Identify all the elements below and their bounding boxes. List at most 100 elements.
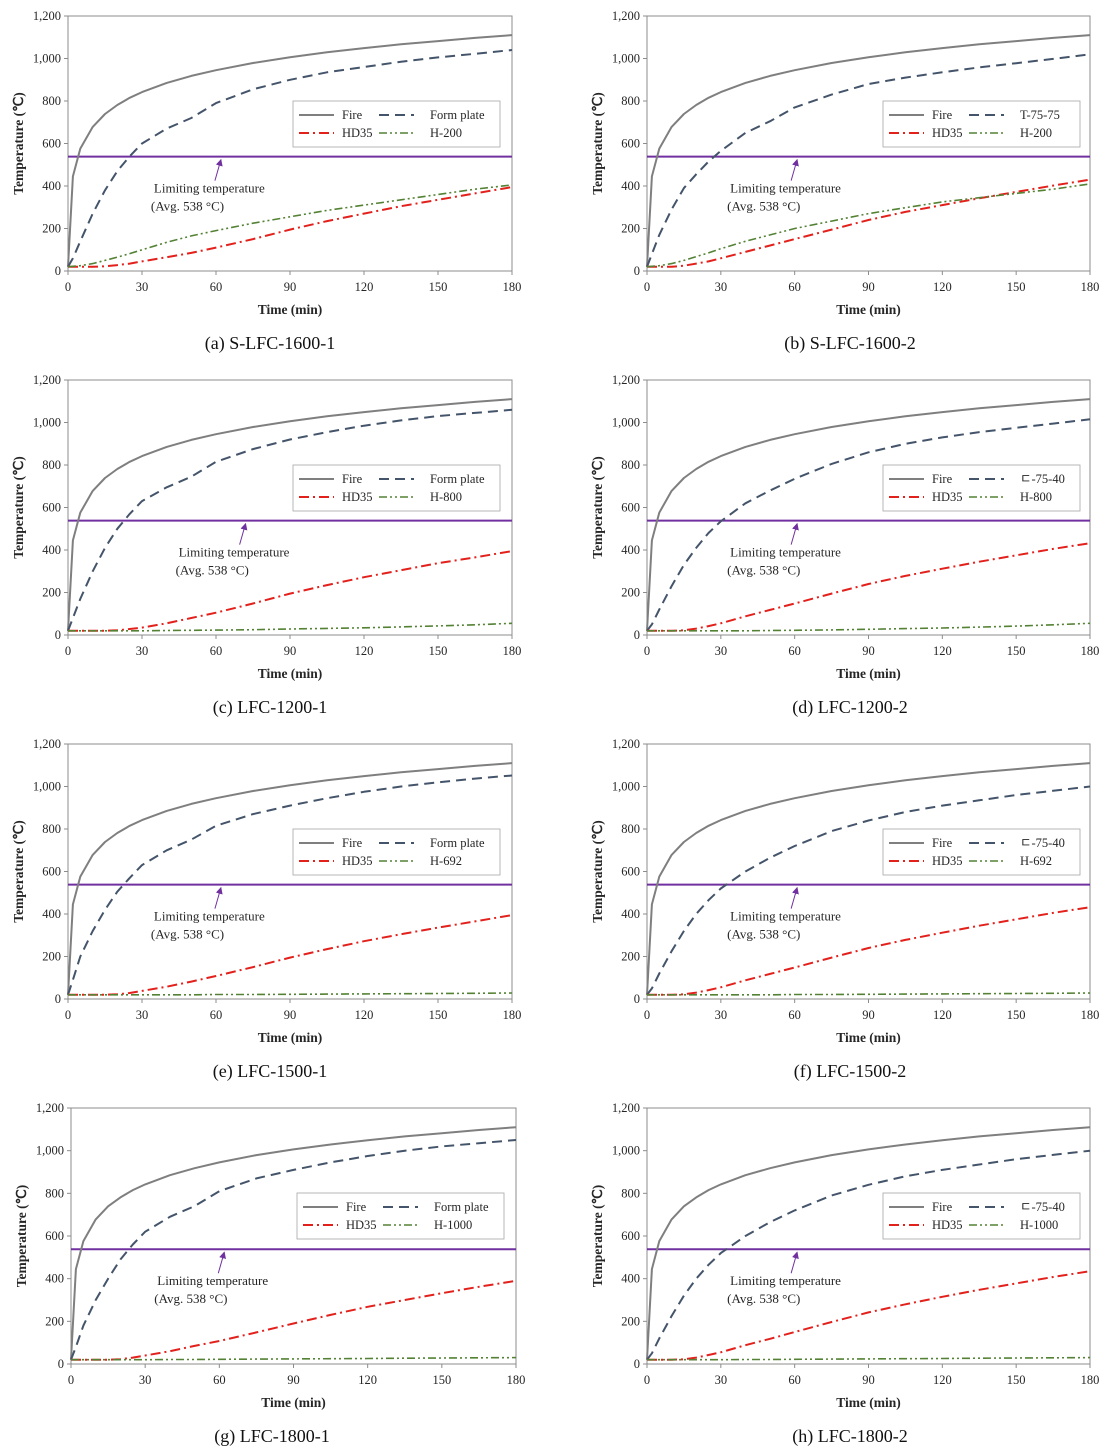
y-tick-label: 0 bbox=[634, 628, 640, 642]
annotation-text: Limiting temperature bbox=[730, 1273, 841, 1288]
legend-label: T-75-75 bbox=[1020, 108, 1060, 122]
annotation-text: Limiting temperature bbox=[157, 1273, 268, 1288]
x-tick-label: 0 bbox=[65, 1008, 71, 1022]
series-line-form-plate bbox=[67, 774, 513, 996]
x-tick-label: 90 bbox=[862, 644, 875, 658]
x-tick-label: 120 bbox=[933, 280, 952, 294]
y-tick-label: 0 bbox=[634, 264, 640, 278]
x-tick-label: 60 bbox=[210, 644, 223, 658]
legend-label: HD35 bbox=[342, 854, 373, 868]
y-tick-label: 1,000 bbox=[33, 780, 61, 794]
y-axis-title: Temperature (℃) bbox=[14, 1185, 29, 1288]
y-tick-label: 600 bbox=[42, 501, 61, 515]
annotation-arrow bbox=[214, 886, 223, 909]
series-line-h-1000 bbox=[71, 1356, 517, 1361]
y-tick-label: 1,200 bbox=[33, 737, 61, 751]
legend-label: H-200 bbox=[430, 126, 462, 140]
y-tick-label: 400 bbox=[621, 543, 640, 557]
annotation-text: (Avg. 538 °C) bbox=[154, 1291, 227, 1306]
legend-label: Fire bbox=[346, 1200, 367, 1214]
y-axis-title: Temperature (℃) bbox=[11, 92, 26, 195]
x-tick-label: 180 bbox=[1081, 1373, 1100, 1387]
series-line-h-692 bbox=[68, 992, 513, 996]
x-tick-label: 30 bbox=[715, 644, 728, 658]
x-tick-label: 60 bbox=[788, 1008, 801, 1022]
y-tick-label: 600 bbox=[621, 1229, 640, 1243]
series-line-h-800 bbox=[68, 622, 513, 632]
legend: Fire Form plate HD35 H-1000 bbox=[296, 1192, 505, 1240]
x-tick-label: 60 bbox=[788, 1373, 801, 1387]
annotation-text: (Avg. 538 °C) bbox=[151, 199, 224, 214]
x-tick-label: 150 bbox=[429, 1008, 448, 1022]
y-tick-label: 0 bbox=[634, 1357, 640, 1371]
chart-caption: (a) S-LFC-1600-1 bbox=[205, 333, 335, 354]
x-tick-label: 120 bbox=[355, 280, 374, 294]
annotation-text: Limiting temperature bbox=[730, 181, 841, 196]
y-tick-label: 800 bbox=[42, 822, 61, 836]
y-tick-label: 200 bbox=[42, 950, 61, 964]
y-tick-label: 0 bbox=[55, 264, 61, 278]
legend-label: Form plate bbox=[430, 836, 485, 850]
chart-panel-a: 0 200 400 600 800 1,000 1,200 0 30 60 90 120 150 180 T… bbox=[11, 9, 521, 354]
x-tick-label: 90 bbox=[862, 1373, 875, 1387]
y-tick-label: 400 bbox=[42, 179, 61, 193]
annotation-arrow bbox=[790, 158, 799, 181]
legend-label: H-1000 bbox=[434, 1218, 472, 1232]
chart-panel-d: 0 200 400 600 800 1,000 1,200 0 30 60 90 120 150 180 T… bbox=[590, 373, 1099, 718]
series-line-fire bbox=[67, 398, 513, 631]
series-line-75-40 bbox=[646, 418, 1091, 632]
y-axis-title: Temperature (℃) bbox=[11, 456, 26, 559]
y-tick-label: 600 bbox=[42, 865, 61, 879]
x-tick-label: 150 bbox=[1007, 644, 1026, 658]
y-tick-label: 800 bbox=[42, 458, 61, 472]
legend-label: Fire bbox=[932, 1200, 953, 1214]
chart-panel-g: 0 200 400 600 800 1,000 1,200 0 30 60 90 120 150 180 T… bbox=[14, 1101, 525, 1447]
x-axis-title: Time (min) bbox=[836, 1030, 901, 1045]
legend: Fire Form plate HD35 H-200 bbox=[292, 100, 501, 148]
x-tick-label: 0 bbox=[644, 280, 650, 294]
legend-label: H-800 bbox=[430, 490, 462, 504]
y-tick-label: 800 bbox=[621, 1186, 640, 1200]
legend-label: ㄷ-75-40 bbox=[1020, 836, 1065, 850]
annotation-text: Limiting temperature bbox=[730, 545, 841, 560]
y-tick-label: 600 bbox=[621, 501, 640, 515]
annotation-arrow bbox=[790, 1251, 799, 1274]
x-tick-label: 0 bbox=[65, 644, 71, 658]
x-tick-label: 0 bbox=[644, 644, 650, 658]
series-line-h-200 bbox=[67, 184, 513, 268]
legend-label: HD35 bbox=[932, 1218, 963, 1232]
x-tick-label: 120 bbox=[355, 1008, 374, 1022]
y-tick-label: 1,200 bbox=[612, 373, 640, 387]
x-tick-label: 150 bbox=[429, 644, 448, 658]
x-tick-label: 90 bbox=[862, 280, 875, 294]
chart-panel-e: 0 200 400 600 800 1,000 1,200 0 30 60 90 120 150 180 T… bbox=[11, 737, 521, 1082]
legend-box bbox=[882, 828, 1081, 876]
legend-label: Fire bbox=[342, 836, 363, 850]
y-tick-label: 400 bbox=[42, 543, 61, 557]
x-tick-label: 120 bbox=[358, 1373, 377, 1387]
series-line-fire bbox=[646, 398, 1091, 631]
legend-label: HD35 bbox=[346, 1218, 377, 1232]
y-tick-label: 1,000 bbox=[33, 52, 61, 66]
legend-label: Fire bbox=[932, 472, 953, 486]
x-tick-label: 180 bbox=[1081, 644, 1100, 658]
annotation-text: (Avg. 538 °C) bbox=[727, 1291, 800, 1306]
y-axis-title: Temperature (℃) bbox=[590, 1185, 605, 1288]
legend-label: H-692 bbox=[430, 854, 462, 868]
y-tick-label: 200 bbox=[42, 586, 61, 600]
chart-caption: (c) LFC-1200-1 bbox=[213, 697, 327, 718]
x-tick-label: 0 bbox=[644, 1373, 650, 1387]
chart-caption: (g) LFC-1800-1 bbox=[214, 1426, 330, 1447]
chart-panel-c: 0 200 400 600 800 1,000 1,200 0 30 60 90 120 150 180 T… bbox=[11, 373, 521, 718]
chart-caption: (b) S-LFC-1600-2 bbox=[784, 333, 916, 354]
legend-label: HD35 bbox=[932, 490, 963, 504]
y-tick-label: 0 bbox=[55, 628, 61, 642]
annotation-text: Limiting temperature bbox=[154, 909, 265, 924]
y-tick-label: 1,200 bbox=[612, 1101, 640, 1115]
y-tick-label: 200 bbox=[45, 1314, 64, 1328]
y-tick-label: 1,200 bbox=[33, 9, 61, 23]
y-tick-label: 400 bbox=[621, 1272, 640, 1286]
annotation-arrow bbox=[217, 1251, 226, 1274]
x-tick-label: 120 bbox=[933, 1373, 952, 1387]
